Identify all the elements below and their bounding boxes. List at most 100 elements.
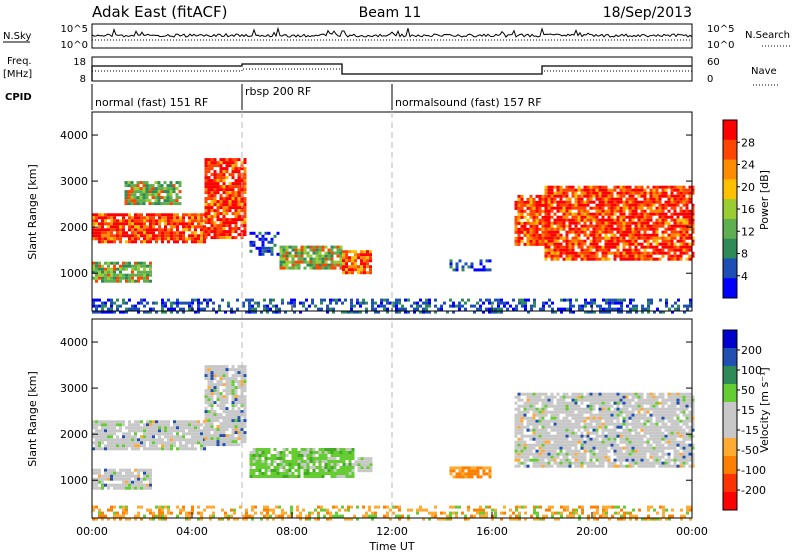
velocity-ytick-0: 1000 <box>60 474 88 487</box>
power-colorbar-tick-5: 8 <box>741 248 748 261</box>
power-colorbar-tick-4: 12 <box>741 225 755 238</box>
power-colorbar-tick-2: 20 <box>741 181 755 194</box>
velocity-region-3 <box>249 448 355 478</box>
power-region-4 <box>249 231 280 256</box>
velocity-panel: 1000 2000 3000 4000 00:00 04:00 08:00 12:00 16:… <box>26 305 771 553</box>
power-colorbar-swatch-6 <box>723 238 737 259</box>
velocity-colorbar-tick-2: 50 <box>741 384 755 397</box>
power-colorbar-swatch-4 <box>723 199 737 220</box>
freq-tick-high: 18 <box>73 57 86 68</box>
velocity-colorbar-tick-7: -200 <box>741 484 766 497</box>
x-tick-3: 12:00 <box>376 525 408 538</box>
velocity-colorbar-swatch-0 <box>723 330 737 349</box>
velocity-region-1 <box>204 365 247 447</box>
velocity-colorbar-swatch-6 <box>723 438 737 457</box>
cpid-label: CPID <box>5 92 32 103</box>
power-colorbar-swatch-5 <box>723 218 737 240</box>
power-colorbar-swatch-1 <box>723 139 737 161</box>
velocity-colorbar-swatch-1 <box>723 348 737 367</box>
velocity-colorbar-tick-4: -15 <box>741 424 759 437</box>
power-ytick-2: 3000 <box>60 175 88 188</box>
velocity-x-ticks: 00:00 04:00 08:00 12:00 16:00 20:00 00:00 <box>76 305 708 538</box>
mode-boundaries <box>241 112 393 518</box>
velocity-ytick-1: 2000 <box>60 428 88 441</box>
power-panel: 1000 2000 3000 4000 Slant Range [km] 28 24 20… <box>26 111 771 314</box>
power-colorbar-tick-6: 4 <box>741 270 748 283</box>
cpid-mode-1: normal (fast) 151 RF <box>95 96 208 109</box>
x-tick-0: 00:00 <box>76 525 108 538</box>
x-axis-label: Time UT <box>368 540 414 553</box>
freq-panel: 18 8 60 0 Freq. [MHz] Nave <box>3 56 778 86</box>
freq-tick-low: 8 <box>80 74 86 85</box>
velocity-region-0 <box>92 420 206 451</box>
power-region-3 <box>124 181 182 206</box>
power-region-10 <box>92 298 692 314</box>
power-ytick-3: 4000 <box>60 129 88 142</box>
power-colorbar-tick-0: 28 <box>741 136 755 149</box>
power-colorbar-swatch-3 <box>723 179 737 200</box>
velocity-y-axis-label: Slant Range [km] <box>26 371 39 467</box>
nave-trace <box>92 68 692 75</box>
velocity-region-6 <box>514 392 695 468</box>
nsky-trace <box>91 26 693 38</box>
velocity-colorbar-tick-3: 15 <box>741 404 755 417</box>
power-colorbar-label: Power [dB] <box>758 170 771 230</box>
power-ytick-0: 1000 <box>60 267 88 280</box>
velocity-colorbar-tick-6: -100 <box>741 464 766 477</box>
cpid-mode-3: normalsound (fast) 157 RF <box>395 96 542 109</box>
cpid-mode-2: rbsp 200 RF <box>245 85 311 98</box>
velocity-colorbar-swatch-5 <box>723 420 737 439</box>
power-colorbar-tick-1: 24 <box>741 159 755 172</box>
power-region-9 <box>544 185 695 261</box>
velocity-colorbar-swatch-2 <box>723 366 737 385</box>
freq-trace <box>91 63 692 81</box>
velocity-colorbar-tick-0: 200 <box>741 344 762 357</box>
power-data <box>92 158 695 314</box>
power-colorbar-swatch-8 <box>723 278 737 299</box>
velocity-ytick-2: 3000 <box>60 382 88 395</box>
nsearch-tick-low: 10^0 <box>707 40 734 51</box>
velocity-colorbar-tick-5: -50 <box>741 444 759 457</box>
velocity-colorbar-swatch-3 <box>723 384 737 403</box>
power-region-5 <box>279 245 343 270</box>
velocity-ytick-3: 4000 <box>60 336 88 349</box>
power-colorbar-tick-3: 16 <box>741 203 755 216</box>
velocity-colorbar-tick-1: 100 <box>741 364 762 377</box>
station-title: Adak East (fitACF) <box>92 3 227 21</box>
date-label: 18/Sep/2013 <box>603 5 692 21</box>
nsky-tick-high: 10^5 <box>61 24 88 35</box>
nsky-label: N.Sky <box>3 31 31 42</box>
velocity-data <box>92 365 695 521</box>
beam-label: Beam 11 <box>359 5 422 21</box>
power-colorbar-swatch-7 <box>723 258 737 279</box>
x-tick-2: 08:00 <box>276 525 308 538</box>
power-region-2 <box>92 261 152 283</box>
velocity-colorbar-swatch-9 <box>723 492 737 511</box>
nsearch-tick-high: 10^5 <box>707 24 734 35</box>
power-region-7 <box>449 259 492 272</box>
power-region-6 <box>342 250 372 275</box>
velocity-colorbar-swatch-7 <box>723 456 737 475</box>
x-tick-5: 20:00 <box>576 525 608 538</box>
freq-unit: [MHz] <box>3 69 32 80</box>
nave-label: Nave <box>751 66 777 77</box>
velocity-colorbar-swatch-4 <box>723 402 737 421</box>
nsearch-label: N.Search <box>745 30 790 41</box>
velocity-colorbar-label: Velocity [m s⁻¹] <box>758 367 771 452</box>
nsky-tick-low: 10^0 <box>61 40 88 51</box>
velocity-colorbar-swatch-8 <box>723 474 737 493</box>
cpid-row: CPID normal (fast) 151 RF rbsp 200 RF no… <box>5 84 542 110</box>
power-colorbar-swatch-0 <box>723 120 737 141</box>
velocity-region-7 <box>92 505 692 521</box>
power-y-ticks: 1000 2000 3000 4000 <box>60 129 692 280</box>
nsky-panel: 10^5 10^0 10^5 10^0 N.Sky N.Search <box>3 23 790 51</box>
nave-tick-high: 60 <box>707 57 720 68</box>
power-ytick-1: 2000 <box>60 221 88 234</box>
power-colorbar-swatch-2 <box>723 159 737 180</box>
velocity-region-2 <box>92 468 152 490</box>
velocity-y-ticks: 1000 2000 3000 4000 <box>60 336 692 487</box>
velocity-colorbar: 200 100 50 15 -15 -50 -100 -200 <box>722 329 766 511</box>
x-tick-4: 16:00 <box>476 525 508 538</box>
velocity-region-5 <box>449 466 492 479</box>
